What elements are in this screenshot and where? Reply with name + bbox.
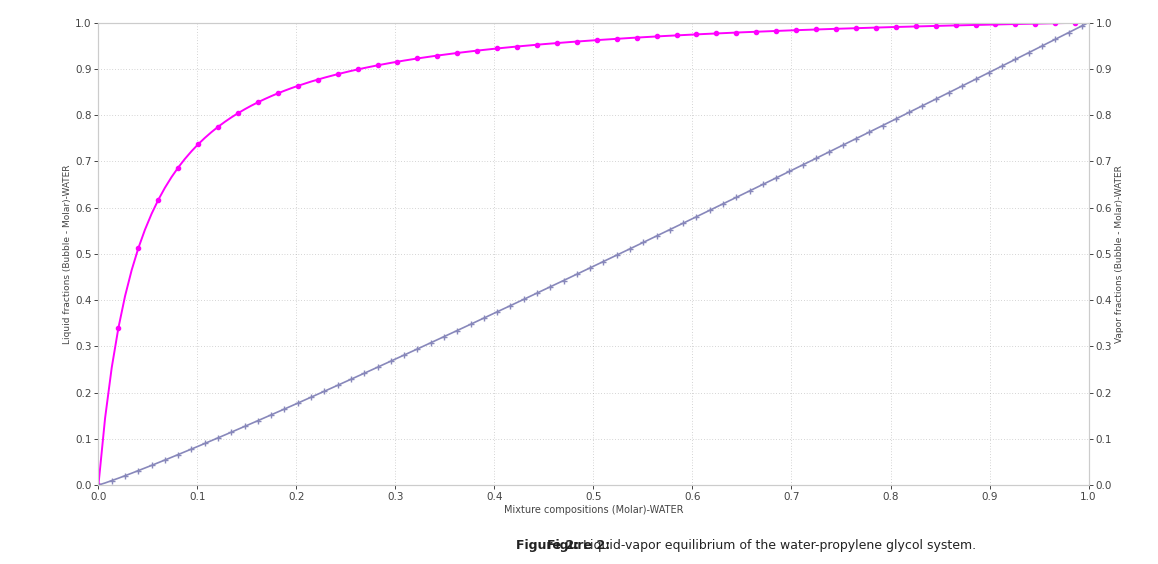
Text: Figure 2:: Figure 2: — [548, 539, 610, 553]
Y-axis label: Liquid fractions (Bubble - Molar)-WATER: Liquid fractions (Bubble - Molar)-WATER — [64, 164, 72, 343]
Text: Liquid-vapor equilibrium of the water-propylene glycol system.: Liquid-vapor equilibrium of the water-pr… — [579, 539, 976, 553]
X-axis label: Mixture compositions (Molar)-WATER: Mixture compositions (Molar)-WATER — [504, 505, 683, 515]
Y-axis label: Vapor fractions (Bubble - Molar)-WATER: Vapor fractions (Bubble - Molar)-WATER — [1115, 165, 1123, 343]
Text: Figure 2:: Figure 2: — [515, 539, 579, 553]
